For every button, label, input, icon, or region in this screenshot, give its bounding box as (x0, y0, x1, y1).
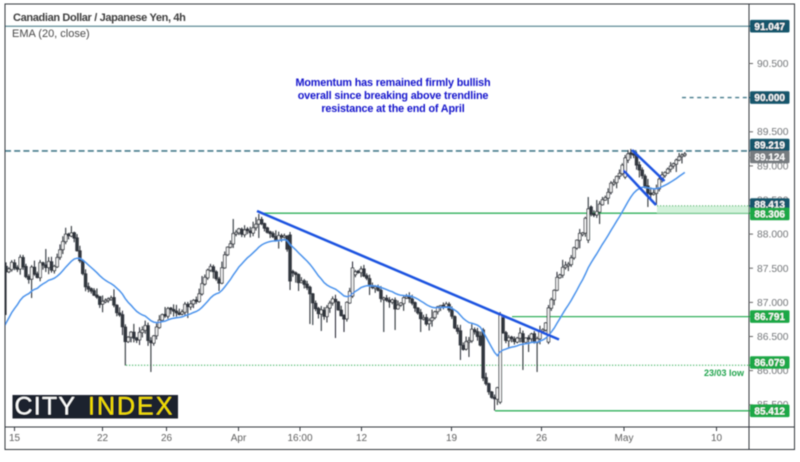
svg-text:88.413: 88.413 (754, 200, 785, 211)
svg-text:May: May (615, 433, 634, 444)
svg-text:Canadian Dollar / Japanese Yen: Canadian Dollar / Japanese Yen, 4h (13, 12, 186, 24)
svg-text:90.500: 90.500 (757, 59, 789, 70)
svg-text:26: 26 (536, 433, 548, 444)
svg-text:87.000: 87.000 (757, 298, 789, 309)
svg-text:16:00: 16:00 (287, 433, 312, 444)
svg-text:overall since breaking above t: overall since breaking above trendline (298, 90, 489, 102)
svg-text:26: 26 (161, 433, 173, 444)
svg-text:89.124: 89.124 (754, 153, 785, 164)
svg-text:88.000: 88.000 (757, 230, 789, 241)
svg-text:CITY: CITY (15, 393, 77, 421)
svg-text:15: 15 (9, 433, 21, 444)
svg-text:19: 19 (446, 433, 458, 444)
svg-text:12: 12 (356, 433, 368, 444)
svg-text:86.079: 86.079 (754, 358, 785, 369)
svg-text:89.000: 89.000 (757, 161, 789, 172)
svg-text:87.500: 87.500 (757, 264, 789, 275)
svg-text:91.047: 91.047 (754, 22, 785, 33)
svg-text:89.500: 89.500 (757, 127, 789, 138)
svg-text:Momentum has remained firmly b: Momentum has remained firmly bullish (296, 77, 491, 89)
svg-text:23/03 low: 23/03 low (704, 368, 745, 378)
svg-text:85.412: 85.412 (754, 406, 785, 417)
svg-text:22: 22 (97, 433, 109, 444)
svg-text:resistance at the end of April: resistance at the end of April (321, 103, 464, 115)
svg-text:88.306: 88.306 (754, 210, 785, 221)
svg-text:Apr: Apr (231, 433, 247, 444)
svg-text:10: 10 (711, 433, 723, 444)
svg-text:EMA (20, close): EMA (20, close) (12, 28, 90, 40)
svg-text:86.500: 86.500 (757, 332, 789, 343)
svg-text:89.219: 89.219 (754, 141, 785, 152)
svg-text:90.000: 90.000 (754, 93, 785, 104)
svg-text:86.000: 86.000 (757, 366, 789, 377)
svg-text:INDEX: INDEX (88, 393, 174, 421)
svg-text:86.791: 86.791 (754, 312, 785, 323)
